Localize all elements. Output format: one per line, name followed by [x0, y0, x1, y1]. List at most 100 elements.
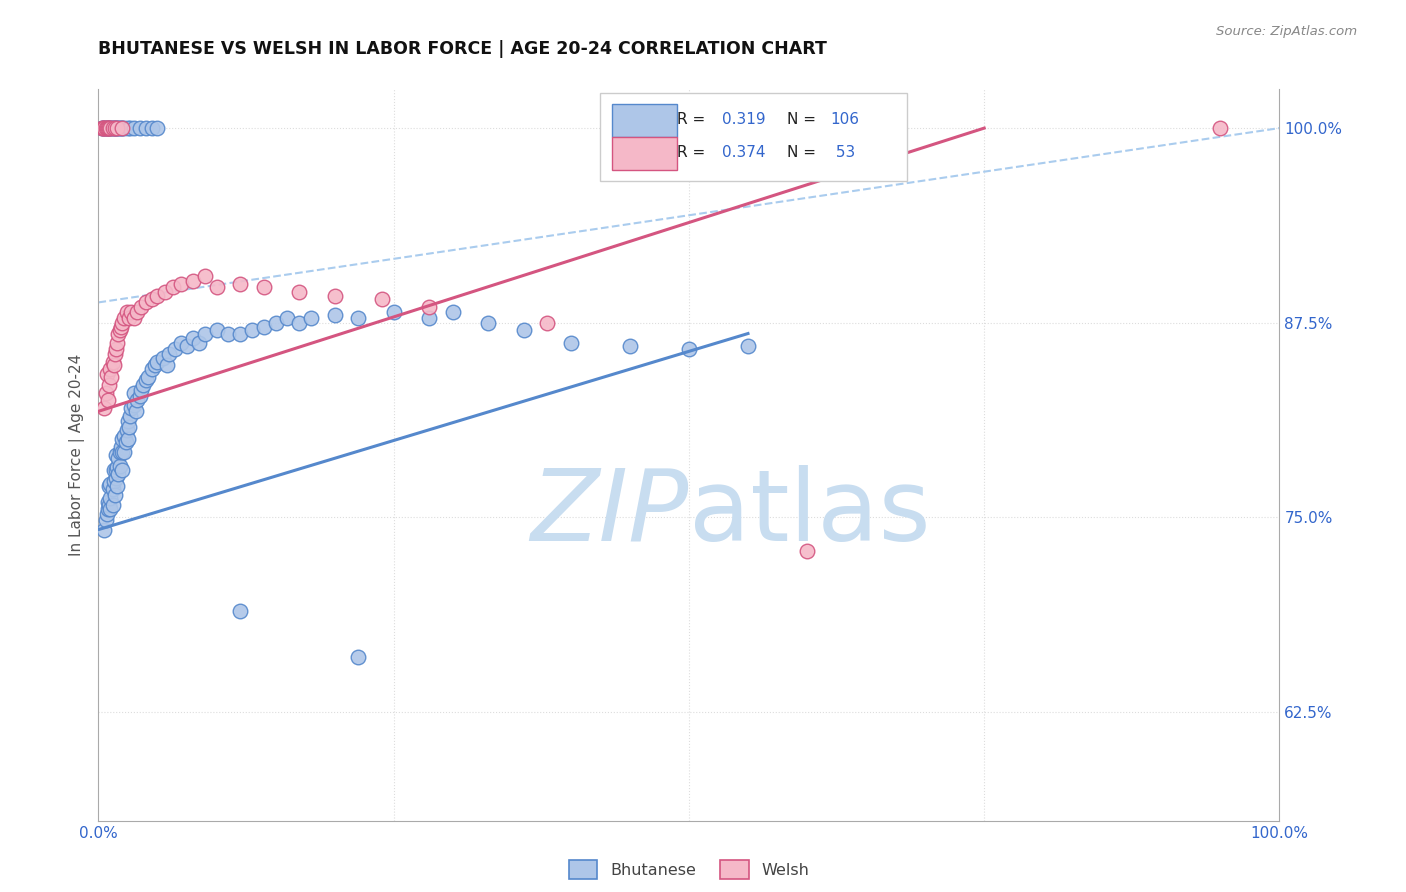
Point [135, 295, 157, 310]
Point [170, 277, 193, 291]
Point [104, 121, 127, 136]
Point [111, 433, 134, 447]
Point [253, 320, 276, 334]
Point [323, 308, 346, 322]
Point [217, 326, 239, 341]
Point [128, 389, 150, 403]
Point [111, 463, 134, 477]
Point [165, 342, 187, 356]
Point [94, 513, 117, 527]
Point [107, 121, 129, 136]
Point [477, 316, 499, 330]
Point [110, 121, 132, 136]
Point [105, 471, 128, 485]
Point [94, 121, 117, 136]
Point [253, 280, 276, 294]
Point [132, 377, 155, 392]
Point [98, 121, 121, 136]
Text: N =: N = [787, 145, 815, 161]
Point [229, 277, 252, 291]
Point [107, 326, 129, 341]
Point [110, 440, 132, 454]
Point [97, 502, 120, 516]
Point [560, 335, 582, 350]
Point [93, 523, 115, 537]
Point [108, 121, 131, 136]
Point [103, 358, 125, 372]
Point [96, 121, 118, 136]
Point [104, 488, 127, 502]
Point [94, 385, 117, 400]
Point [112, 445, 135, 459]
Point [112, 310, 135, 325]
Point [117, 121, 139, 136]
Text: 106: 106 [831, 112, 859, 128]
Point [104, 121, 127, 136]
Point [108, 458, 131, 473]
Point [536, 316, 558, 330]
Point [240, 323, 263, 337]
Point [98, 477, 121, 491]
Point [101, 121, 124, 136]
Point [194, 326, 217, 341]
Point [118, 310, 141, 325]
Point [371, 293, 394, 307]
Point [347, 650, 370, 665]
Point [107, 467, 129, 481]
Point [143, 358, 166, 372]
Text: R =: R = [678, 145, 710, 161]
Point [181, 331, 204, 345]
Point [128, 121, 150, 136]
Point [104, 347, 127, 361]
Text: N =: N = [787, 112, 815, 128]
Point [111, 121, 134, 136]
Point [107, 450, 129, 465]
FancyBboxPatch shape [600, 93, 907, 180]
Point [115, 423, 138, 437]
Point [101, 498, 124, 512]
Point [117, 433, 139, 447]
Point [96, 507, 118, 521]
Point [122, 121, 145, 136]
Point [418, 300, 440, 314]
Point [205, 280, 228, 294]
Text: BHUTANESE VS WELSH IN LABOR FORCE | AGE 20-24 CORRELATION CHART: BHUTANESE VS WELSH IN LABOR FORCE | AGE … [98, 40, 827, 58]
Point [205, 323, 228, 337]
Point [141, 293, 163, 307]
Point [288, 316, 311, 330]
Point [229, 326, 252, 341]
Point [162, 280, 184, 294]
Point [98, 491, 121, 506]
Point [156, 358, 179, 372]
Text: atlas: atlas [689, 465, 931, 562]
Point [347, 310, 370, 325]
Point [91, 121, 114, 136]
Point [93, 121, 115, 136]
Point [100, 370, 122, 384]
Point [118, 420, 141, 434]
Point [127, 393, 149, 408]
Point [98, 498, 121, 512]
FancyBboxPatch shape [612, 136, 678, 169]
Point [101, 121, 124, 136]
Point [114, 435, 136, 450]
Point [105, 335, 128, 350]
Point [1209, 121, 1232, 136]
Point [512, 323, 534, 337]
Text: Source: ZipAtlas.com: Source: ZipAtlas.com [1216, 25, 1357, 38]
Point [97, 121, 120, 136]
Point [91, 121, 114, 136]
Text: 0.319: 0.319 [723, 112, 766, 128]
Point [141, 121, 163, 136]
Point [146, 121, 169, 136]
Point [105, 121, 128, 136]
Point [737, 339, 759, 353]
Point [93, 401, 115, 416]
Point [181, 274, 204, 288]
Text: R =: R = [678, 112, 710, 128]
Point [125, 404, 148, 418]
Text: 0.374: 0.374 [723, 145, 765, 161]
Point [141, 362, 163, 376]
Point [111, 316, 134, 330]
Point [101, 482, 124, 496]
